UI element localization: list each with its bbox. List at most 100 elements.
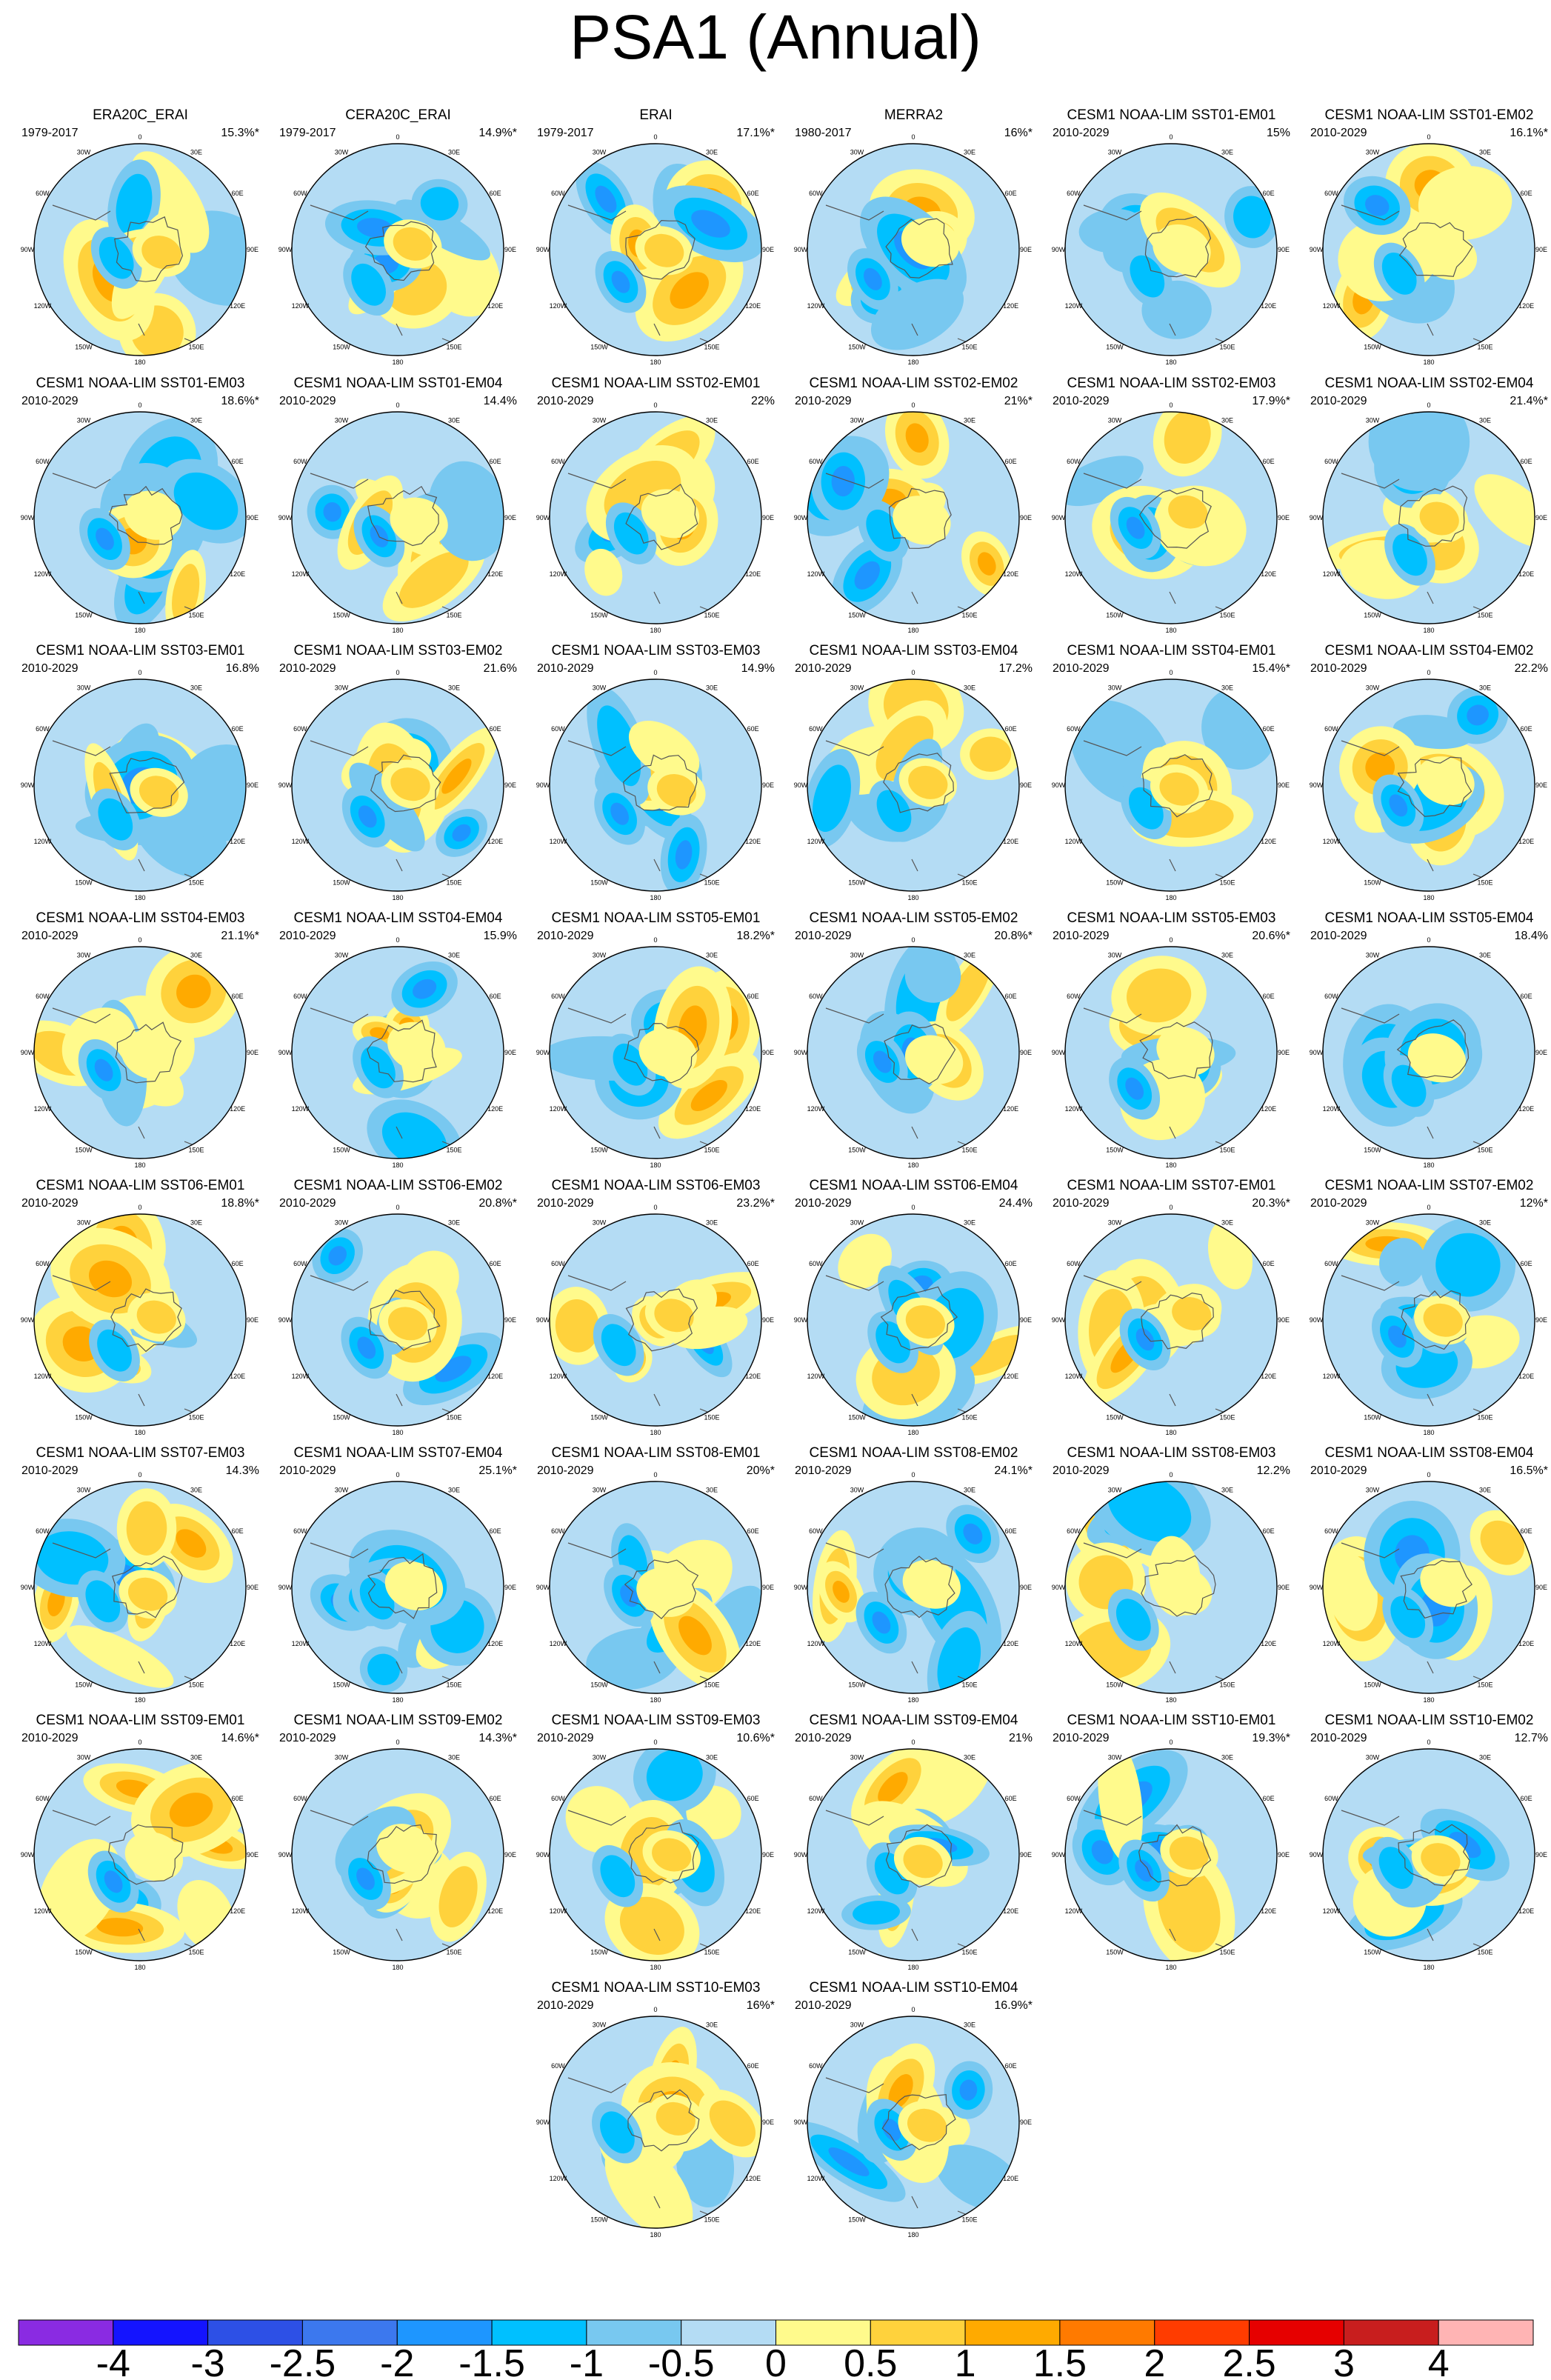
longitude-label: 90E [1278, 1584, 1290, 1591]
longitude-label: 0 [1169, 669, 1173, 676]
panel-years: 2010-2029 [1310, 1464, 1367, 1477]
longitude-label: 120W [1065, 838, 1083, 845]
antarctica-outline [622, 754, 698, 811]
panel-map: 0 30E 60E 90E 120E 150E 180 150W 120W 90W 60W 30W [794, 1739, 1032, 1971]
map-border [807, 411, 1020, 624]
longitude-label: 60W [1324, 1527, 1338, 1535]
longitude-label: 150W [1106, 1681, 1124, 1689]
longitude-label: 30W [77, 684, 91, 691]
longitude-label: 180 [1423, 1161, 1434, 1169]
panel-cesm1-noaa-lim-sst03-em03: CESM1 NOAA-LIM SST03-EM03 2010-2029 14.9% 0… [527, 643, 785, 908]
longitude-label: 60E [1263, 458, 1275, 465]
map-border [549, 946, 762, 1159]
longitude-label: 30E [706, 1219, 718, 1226]
longitude-label: 90W [278, 781, 293, 789]
longitude-label: 30E [448, 684, 460, 691]
longitude-label: 60W [551, 190, 565, 197]
panel-map: 0 30E 60E 90E 120E 150E 180 150W 120W 90W 60W 30W [536, 2006, 774, 2239]
longitude-label: 180 [1423, 627, 1434, 634]
map-border [549, 411, 762, 624]
longitude-label: 0 [911, 1471, 915, 1479]
longitude-label: 90W [21, 514, 35, 521]
panel-variance: 20.3%* [1252, 1197, 1290, 1210]
longitude-label: 90W [21, 246, 35, 253]
panel-map: 0 30E 60E 90E 120E 150E 180 150W 120W 90W 60W 30W [21, 1204, 258, 1436]
panel-cesm1-noaa-lim-sst08-em01: CESM1 NOAA-LIM SST08-EM01 2010-2029 20%* 0 3… [527, 1445, 785, 1710]
longitude-label: 60E [1005, 1260, 1017, 1267]
panel-map: 0 30E 60E 90E 120E 150E 180 150W 120W 90W 60W 30W [536, 133, 774, 366]
panel-map: 0 30E 60E 90E 120E 150E 180 150W 120W 90W 60W 30W [278, 1739, 516, 1971]
longitude-label: 120E [1518, 1373, 1534, 1380]
panel-title: CESM1 NOAA-LIM SST06-EM04 [809, 1178, 1018, 1193]
longitude-label: 0 [1427, 1471, 1430, 1479]
longitude-label: 30E [1221, 1219, 1233, 1226]
longitude-label: 120E [1003, 302, 1018, 310]
south-america-outline [310, 204, 369, 221]
longitude-label: 150E [188, 879, 204, 887]
longitude-label: 0 [1427, 133, 1430, 141]
colorbar-tick-label: -1 [570, 2342, 604, 2380]
longitude-label: 180 [1165, 1696, 1176, 1704]
longitude-label: 180 [134, 894, 145, 901]
panel-variance: 16%* [1004, 127, 1033, 139]
panel-map: 0 30E 60E 90E 120E 150E 180 150W 120W 90W 60W 30W [21, 669, 258, 901]
longitude-label: 60W [1324, 458, 1338, 465]
longitude-label: 60E [1263, 993, 1275, 1000]
colorbar-segment [1154, 2319, 1250, 2346]
longitude-label: 180 [134, 1161, 145, 1169]
new-zealand-outline [138, 323, 145, 336]
longitude-label: 120W [1323, 570, 1341, 578]
map-border [549, 2016, 762, 2229]
new-zealand-outline [1169, 1393, 1176, 1407]
longitude-label: 90W [1052, 1049, 1066, 1056]
longitude-label: 180 [907, 1696, 918, 1704]
longitude-label: 120E [230, 302, 245, 310]
panel-years: 2010-2029 [1310, 930, 1367, 942]
longitude-label: 90E [247, 1584, 258, 1591]
longitude-label: 120E [745, 2175, 761, 2182]
map-border [549, 1748, 762, 1961]
longitude-label: 60W [293, 1795, 307, 1802]
panel-map: 0 30E 60E 90E 120E 150E 180 150W 120W 90W 60W 30W [278, 669, 516, 901]
panel-years: 1979-2017 [21, 127, 79, 139]
longitude-label: 30E [190, 416, 202, 424]
longitude-label: 120E [745, 1105, 761, 1113]
longitude-label: 90W [536, 781, 550, 789]
panel-years: 2010-2029 [537, 930, 594, 942]
colorbar-tick-label: 2.5 [1222, 2342, 1275, 2380]
longitude-label: 150E [961, 1949, 977, 1956]
longitude-label: 60W [809, 190, 823, 197]
panel-title: CESM1 NOAA-LIM SST06-EM03 [551, 1178, 761, 1193]
panel-variance: 24.1%* [994, 1464, 1033, 1477]
panel-years: 2010-2029 [1053, 1464, 1110, 1477]
colorbar-segment [1438, 2319, 1534, 2346]
panel-title: CESM1 NOAA-LIM SST03-EM02 [293, 643, 503, 659]
longitude-label: 60E [1521, 458, 1532, 465]
panel-map: 0 30E 60E 90E 120E 150E 180 150W 120W 90W 60W 30W [794, 133, 1032, 366]
panel-map: 0 30E 60E 90E 120E 150E 180 150W 120W 90W 60W 30W [1310, 669, 1547, 901]
longitude-label: 120E [230, 838, 245, 845]
panel-cesm1-noaa-lim-sst08-em04: CESM1 NOAA-LIM SST08-EM04 2010-2029 16.5%*… [1300, 1445, 1551, 1710]
longitude-label: 150W [333, 1681, 350, 1689]
new-zealand-outline [396, 1661, 403, 1674]
longitude-label: 180 [650, 359, 661, 366]
longitude-label: 0 [138, 1204, 141, 1211]
longitude-label: 120W [34, 838, 52, 845]
south-america-outline [825, 2077, 884, 2093]
longitude-label: 30W [335, 416, 349, 424]
new-zealand-outline [1169, 1661, 1176, 1674]
longitude-label: 30W [1366, 416, 1380, 424]
south-america-outline [567, 2077, 627, 2093]
map-border [1064, 143, 1278, 356]
longitude-label: 0 [138, 133, 141, 141]
new-zealand-outline [653, 1661, 661, 1674]
longitude-label: 0 [396, 936, 399, 944]
panel-variance: 14.9% [741, 662, 775, 675]
antarctica-outline [109, 485, 183, 545]
panel-years: 2010-2029 [1053, 395, 1110, 407]
new-zealand-outline [138, 1393, 145, 1407]
new-zealand-outline [396, 1928, 403, 1941]
longitude-label: 60E [490, 725, 501, 733]
south-america-outline [1341, 1810, 1400, 1826]
map-border [33, 1748, 247, 1961]
